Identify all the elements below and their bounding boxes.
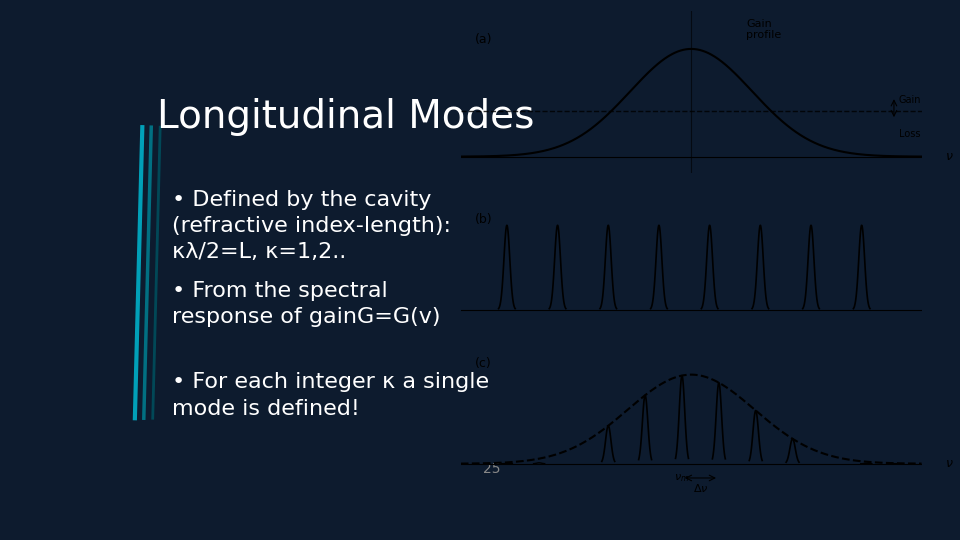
Text: $\nu$: $\nu$ [945, 457, 953, 470]
Text: (b): (b) [474, 213, 492, 226]
Text: Longitudinal Modes: Longitudinal Modes [157, 98, 535, 136]
Text: Loss: Loss [899, 129, 920, 139]
Text: • For each integer κ a single
mode is defined!: • For each integer κ a single mode is de… [172, 373, 490, 419]
Text: • From the spectral
response of gainG=G(v): • From the spectral response of gainG=G(… [172, 281, 441, 327]
Text: Gain
profile: Gain profile [747, 19, 781, 40]
Text: (c): (c) [474, 357, 492, 370]
Text: $\Delta\nu$: $\Delta\nu$ [693, 482, 708, 495]
Text: $\nu$: $\nu$ [945, 150, 953, 163]
Text: 25: 25 [483, 462, 501, 476]
Text: Gain: Gain [899, 95, 921, 105]
Text: $\nu_m$: $\nu_m$ [674, 472, 689, 484]
Text: (a): (a) [474, 33, 492, 46]
Text: • Defined by the cavity
(refractive index-length):
κλ/2=L, κ=1,2..: • Defined by the cavity (refractive inde… [172, 190, 451, 262]
